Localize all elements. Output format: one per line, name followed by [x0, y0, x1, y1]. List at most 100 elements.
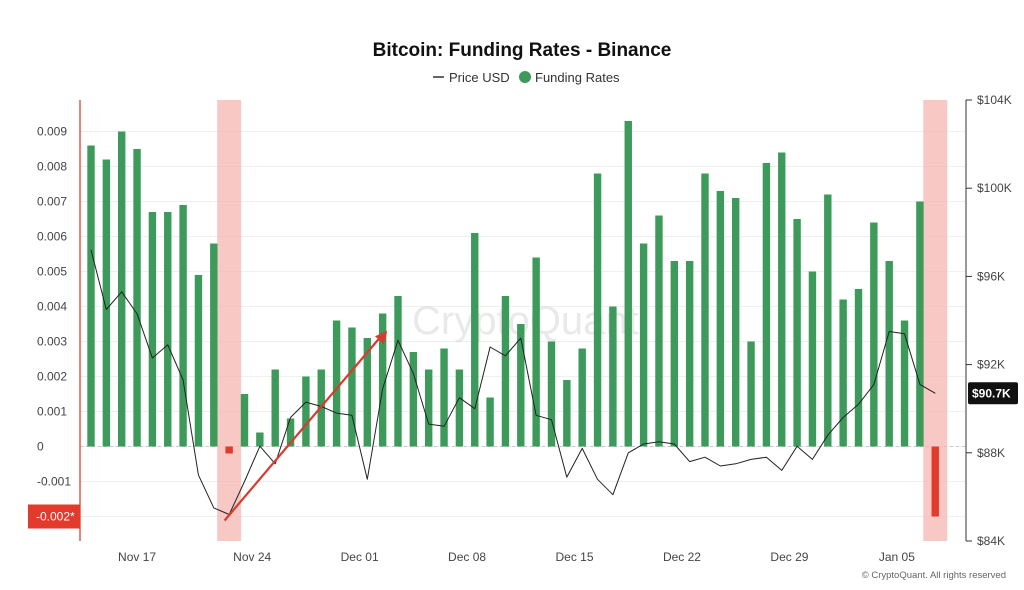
- funding-rate-bar: [808, 271, 817, 447]
- funding-rate-bar: [870, 222, 878, 447]
- funding-rate-bar: [885, 261, 893, 447]
- funding-rate-bar: [762, 163, 771, 447]
- bar-layer: [87, 121, 939, 517]
- left-tick-label: -0.002*: [36, 510, 75, 524]
- left-tick-label: 0.006: [37, 230, 67, 244]
- funding-rate-bar: [225, 446, 233, 454]
- funding-rate-bar: [747, 341, 755, 447]
- funding-rate-bar: [517, 324, 525, 447]
- funding-rate-bar: [685, 261, 694, 447]
- price-layer: [90, 249, 936, 515]
- left-tick-label: -0.001: [37, 475, 71, 489]
- funding-rate-bar: [931, 446, 939, 517]
- x-tick-label: Dec 15: [556, 550, 594, 564]
- funding-rate-bar: [916, 201, 924, 447]
- funding-rate-bar: [118, 131, 126, 447]
- funding-rate-bar: [900, 320, 909, 447]
- highlight-band: [923, 100, 948, 541]
- funding-rate-bar: [455, 369, 464, 447]
- funding-rate-bar: [593, 173, 602, 447]
- funding-rate-bar: [578, 348, 586, 447]
- legend-funding-dot-icon: [519, 71, 531, 83]
- price-usd-line: [90, 249, 936, 515]
- x-tick-label: Dec 01: [341, 550, 379, 564]
- trend-arrow-head: [374, 331, 388, 345]
- funding-rate-bar: [194, 275, 203, 447]
- watermark: CryptoQuant: [412, 299, 639, 343]
- arrow-layer: [223, 331, 388, 522]
- funding-rate-bar: [563, 380, 571, 447]
- funding-rate-bar: [854, 289, 863, 447]
- funding-rate-bar: [425, 369, 433, 447]
- trend-arrow-line: [223, 335, 383, 522]
- funding-rate-bar: [409, 352, 418, 447]
- legend-price-label: Price USD: [449, 70, 510, 85]
- chart-title: Bitcoin: Funding Rates - Binance: [373, 40, 672, 61]
- right-tick-label: $92K: [977, 358, 1005, 372]
- funding-rate-bar: [670, 261, 678, 447]
- left-tick-label: 0.007: [37, 195, 67, 209]
- funding-rate-bar: [210, 243, 218, 447]
- funding-rate-bar: [824, 194, 832, 447]
- current-price-label: $90.7K: [972, 386, 1011, 400]
- copyright-text: © CryptoQuant. All rights reserved: [862, 570, 1006, 581]
- x-tick-label: Dec 22: [663, 550, 701, 564]
- funding-rate-bar: [793, 219, 801, 447]
- funding-rate-bar: [547, 341, 556, 447]
- legend-funding-label: Funding Rates: [535, 70, 620, 85]
- highlight-layer: [217, 100, 948, 541]
- funding-rate-bar: [609, 306, 617, 447]
- highlight-band: [217, 100, 242, 541]
- funding-rate-bar: [624, 121, 632, 447]
- funding-rate-bar: [471, 233, 479, 447]
- axis-layer: -0.002* -0.001 0 0.001 0.002 0.003 0.004 0.005 0…: [28, 93, 1018, 564]
- funding-rate-bar: [271, 369, 279, 447]
- funding-rate-bar: [778, 152, 786, 447]
- funding-rate-bar: [532, 257, 540, 447]
- left-tick-label: 0: [37, 440, 44, 454]
- funding-rate-bar: [256, 432, 264, 447]
- funding-rate-bar: [302, 376, 310, 447]
- funding-rate-bar: [148, 212, 157, 447]
- left-tick-label: 0.004: [37, 300, 67, 314]
- funding-rate-bar: [486, 397, 494, 447]
- current-price-badge: [968, 382, 1018, 405]
- funding-rate-bar: [378, 313, 387, 447]
- legend: Price USD Funding Rates: [433, 70, 620, 85]
- funding-rate-bar: [839, 299, 847, 447]
- funding-rate-bar: [501, 296, 510, 447]
- x-tick-label: Dec 08: [448, 550, 486, 564]
- funding-rate-bar: [348, 327, 356, 447]
- funding-rate-bar: [102, 159, 111, 447]
- funding-rate-bar: [179, 205, 187, 447]
- left-tick-label: 0.001: [37, 405, 67, 419]
- left-tick-label: 0.009: [37, 125, 67, 139]
- left-tick-badge: [28, 504, 80, 529]
- right-tick-label: $104K: [977, 93, 1012, 107]
- funding-rate-bar: [164, 212, 172, 447]
- x-tick-label: Dec 29: [770, 550, 808, 564]
- x-tick-label: Nov 24: [233, 550, 271, 564]
- right-tick-label: $96K: [977, 269, 1005, 283]
- funding-rate-bar: [133, 149, 141, 447]
- left-tick-label: 0.002: [37, 370, 67, 384]
- funding-rate-bar: [639, 243, 648, 447]
- funding-rate-bar: [655, 215, 663, 447]
- funding-rate-bar: [332, 320, 341, 447]
- x-tick-label: Jan 05: [879, 550, 915, 564]
- funding-rate-bar: [394, 296, 402, 447]
- funding-rate-bar: [440, 348, 448, 447]
- funding-rate-bar: [732, 198, 740, 447]
- funding-rate-bar: [701, 173, 709, 447]
- right-tick-label: $88K: [977, 446, 1005, 460]
- funding-rate-bar: [363, 338, 371, 447]
- funding-rate-bar: [240, 394, 249, 447]
- funding-rate-bar: [286, 418, 295, 447]
- left-tick-label: 0.003: [37, 335, 67, 349]
- funding-rate-bar: [716, 191, 725, 447]
- right-tick-label: $100K: [977, 181, 1012, 195]
- left-tick-label: 0.008: [37, 160, 67, 174]
- left-tick-label: 0.005: [37, 265, 67, 279]
